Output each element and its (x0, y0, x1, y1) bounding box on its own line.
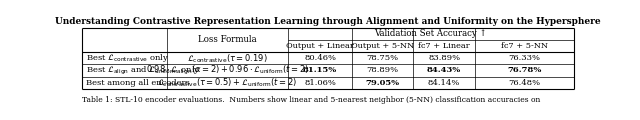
Text: 76.48%: 76.48% (508, 79, 540, 87)
Text: $\mathcal{L}_{\mathrm{contrastive}}(\tau=0.19)$: $\mathcal{L}_{\mathrm{contrastive}}(\tau… (187, 52, 268, 65)
Text: 80.46%: 80.46% (304, 54, 336, 62)
Text: 83.89%: 83.89% (428, 54, 460, 62)
Text: Understanding Contrastive Representation Learning through Alignment and Uniformi: Understanding Contrastive Representation… (55, 17, 601, 26)
Text: 81.06%: 81.06% (304, 79, 336, 87)
Text: Validation Set Accuracy ↑: Validation Set Accuracy ↑ (374, 29, 487, 38)
Text: 78.75%: 78.75% (367, 54, 399, 62)
Text: 81.15%: 81.15% (303, 66, 337, 75)
Text: 79.05%: 79.05% (365, 79, 399, 87)
Text: fc7 + Linear: fc7 + Linear (419, 42, 470, 50)
Text: 84.43%: 84.43% (427, 66, 461, 75)
Text: $0.98 \cdot \mathcal{L}_{\mathrm{align}}(\alpha=2) + 0.96 \cdot \mathcal{L}_{\ma: $0.98 \cdot \mathcal{L}_{\mathrm{align}}… (146, 64, 309, 77)
Text: Best among all encoders: Best among all encoders (86, 79, 190, 87)
Text: Output + 5-NN: Output + 5-NN (351, 42, 414, 50)
Text: 76.33%: 76.33% (508, 54, 540, 62)
Text: 76.78%: 76.78% (507, 66, 541, 75)
Text: 84.14%: 84.14% (428, 79, 460, 87)
Text: Table 1: STL-10 encoder evaluations.  Numbers show linear and 5-nearest neighbor: Table 1: STL-10 encoder evaluations. Num… (83, 96, 541, 104)
Text: Best $\mathcal{L}_{\mathrm{contrastive}}$ only: Best $\mathcal{L}_{\mathrm{contrastive}}… (86, 52, 170, 64)
Text: Best $\mathcal{L}_{\mathrm{align}}$ and $\mathcal{L}_{\mathrm{uniform}}$ only: Best $\mathcal{L}_{\mathrm{align}}$ and … (86, 64, 201, 77)
Text: fc7 + 5-NN: fc7 + 5-NN (500, 42, 548, 50)
Text: 78.89%: 78.89% (367, 66, 399, 75)
Text: Output + Linear: Output + Linear (286, 42, 354, 50)
Text: $\mathcal{L}_{\mathrm{contrastive}}(\tau=0.5) + \mathcal{L}_{\mathrm{uniform}}(t: $\mathcal{L}_{\mathrm{contrastive}}(\tau… (157, 76, 298, 89)
Text: Loss Formula: Loss Formula (198, 36, 257, 45)
